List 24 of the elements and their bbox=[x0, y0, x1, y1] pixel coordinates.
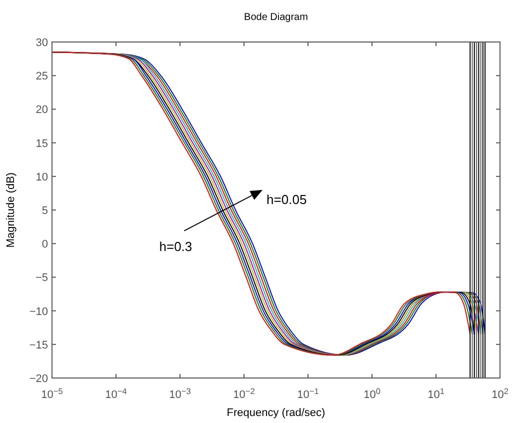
y-tick-label: 30 bbox=[36, 37, 48, 49]
x-tick-label: 10$^{−5}$ bbox=[41, 386, 64, 401]
x-tick-label: 10$^{−3}$ bbox=[169, 386, 192, 401]
chart-title: Bode Diagram bbox=[244, 12, 308, 23]
annotation: h=0.05 bbox=[266, 192, 307, 207]
x-tick-label: 10$^{1}$ bbox=[428, 386, 445, 401]
y-axis-title: Magnitude (dB) bbox=[5, 172, 17, 248]
y-tick-label: 15 bbox=[36, 138, 48, 150]
annotation: h=0.3 bbox=[159, 238, 192, 254]
y-tick-label: −15 bbox=[29, 339, 48, 352]
x-axis-title: Frequency (rad/sec) bbox=[226, 407, 326, 419]
y-tick-label: −10 bbox=[29, 306, 48, 318]
y-tick-label: −20 bbox=[29, 373, 48, 385]
y-tick-label: 20 bbox=[36, 104, 48, 116]
x-tick-label: 10$^{−2}$ bbox=[233, 386, 256, 401]
y-tick-label: 25 bbox=[36, 70, 48, 83]
x-tick-label: 10$^{−4}$ bbox=[105, 386, 128, 401]
y-tick-label: 10 bbox=[36, 171, 48, 184]
y-tick-label: −5 bbox=[35, 272, 48, 284]
y-tick-label: 0 bbox=[42, 238, 48, 251]
x-tick-label: 10$^{0}$ bbox=[364, 386, 381, 401]
y-tick-label: 5 bbox=[42, 205, 48, 217]
x-tick-label: 10$^{2}$ bbox=[492, 386, 509, 401]
x-tick-label: 10$^{−1}$ bbox=[297, 386, 320, 401]
